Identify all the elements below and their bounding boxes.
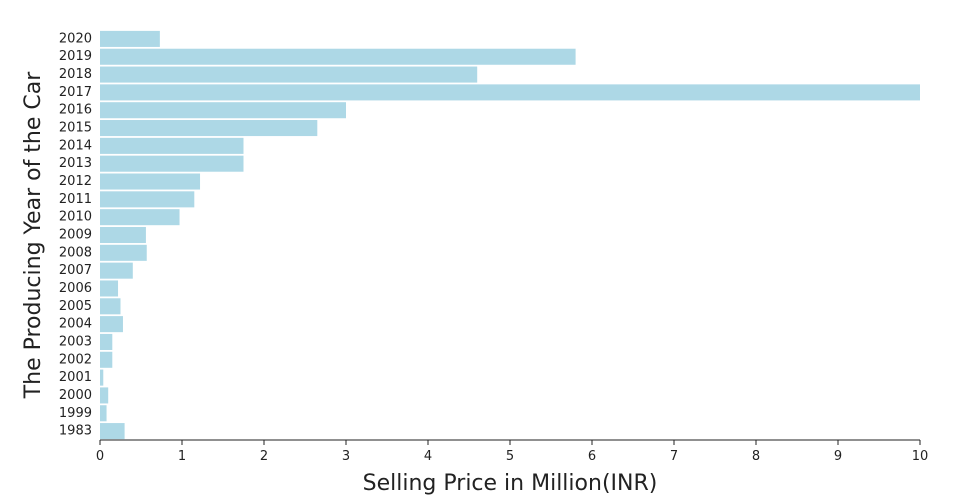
bar-2010 <box>100 209 180 226</box>
y-tick-label-2017: 2017 <box>59 85 92 100</box>
bars-layer <box>100 30 920 440</box>
bar-2016 <box>100 102 346 119</box>
x-tick-label-5: 5 <box>506 449 514 464</box>
x-tick-label-7: 7 <box>670 449 678 464</box>
y-tick-label-2012: 2012 <box>59 174 92 189</box>
y-tick-label-2011: 2011 <box>59 192 92 207</box>
y-tick-label-2019: 2019 <box>59 49 92 64</box>
y-tick-label-2004: 2004 <box>59 317 92 332</box>
x-axis-title: Selling Price in Million(INR) <box>363 471 658 496</box>
x-tick-label-6: 6 <box>588 449 596 464</box>
x-tick-label-2: 2 <box>260 449 268 464</box>
y-axis-title: The Producing Year of the Car <box>21 71 46 400</box>
y-tick-label-2006: 2006 <box>59 281 92 296</box>
bar-2008 <box>100 244 147 261</box>
bar-2020 <box>100 30 160 47</box>
y-tick-label-2005: 2005 <box>59 299 92 314</box>
y-tick-label-2007: 2007 <box>59 263 92 278</box>
bar-2009 <box>100 226 146 244</box>
bar-2017 <box>100 84 920 101</box>
x-tick-label-8: 8 <box>752 449 760 464</box>
bar-1983 <box>100 423 125 440</box>
y-tick-label-2001: 2001 <box>59 370 92 385</box>
y-tick-label-1999: 1999 <box>59 406 92 421</box>
y-tick-label-2018: 2018 <box>59 67 92 82</box>
y-tick-label-2009: 2009 <box>59 228 92 243</box>
x-tick-label-4: 4 <box>424 449 432 464</box>
bar-2002 <box>100 351 113 368</box>
bar-2003 <box>100 333 113 350</box>
y-tick-label-2013: 2013 <box>59 156 92 171</box>
bar-2018 <box>100 66 478 83</box>
y-tick-label-2010: 2010 <box>59 210 92 225</box>
x-tick-label-0: 0 <box>96 449 104 464</box>
x-tick-label-10: 10 <box>912 449 929 464</box>
y-tick-label-2020: 2020 <box>59 31 92 46</box>
x-axis: 0 1 2 3 4 5 6 7 8 9 10 <box>96 439 929 464</box>
x-tick-label-9: 9 <box>834 449 842 464</box>
y-tick-label-1983: 1983 <box>59 424 92 439</box>
bar-2001 <box>100 369 104 386</box>
x-tick-label-3: 3 <box>342 449 350 464</box>
y-tick-label-2002: 2002 <box>59 352 92 367</box>
bar-2013 <box>100 155 244 172</box>
bar-2012 <box>100 173 201 190</box>
y-tick-label-2015: 2015 <box>59 121 92 136</box>
y-tick-label-2000: 2000 <box>59 388 92 403</box>
bar-2006 <box>100 280 119 297</box>
bar-2005 <box>100 298 121 315</box>
y-tick-label-2003: 2003 <box>59 334 92 349</box>
y-tick-label-2014: 2014 <box>59 138 92 153</box>
bar-2015 <box>100 120 318 137</box>
bar-2019 <box>100 48 576 65</box>
bar-2014 <box>100 137 244 154</box>
y-tick-labels: 2020 2019 2018 2017 2016 2015 2014 2013 2012 2011… <box>59 31 92 438</box>
bar-2000 <box>100 387 109 404</box>
y-tick-label-2016: 2016 <box>59 103 92 118</box>
bar-2011 <box>100 191 195 208</box>
bar-2007 <box>100 262 133 279</box>
bar-2004 <box>100 316 123 333</box>
bar-1999 <box>100 405 107 422</box>
x-tick-label-1: 1 <box>178 449 186 464</box>
y-tick-label-2008: 2008 <box>59 245 92 260</box>
